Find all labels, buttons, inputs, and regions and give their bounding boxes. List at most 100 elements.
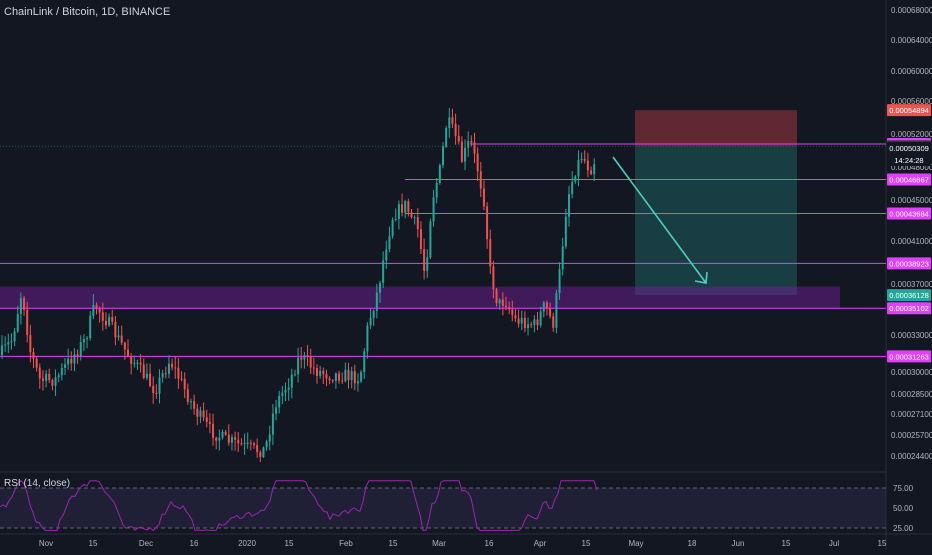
time-axis-tick: 15 xyxy=(782,539,791,548)
candle-body xyxy=(419,229,422,250)
forecast-arrowhead xyxy=(694,271,708,284)
time-axis-tick: Nov xyxy=(39,539,53,548)
candle-body xyxy=(464,147,467,162)
candle-body xyxy=(293,374,296,376)
candle-body xyxy=(482,188,485,207)
candle-body xyxy=(171,363,174,368)
candle-body xyxy=(41,378,44,381)
candle-body xyxy=(523,317,526,329)
candle-body xyxy=(438,165,441,184)
candle-body xyxy=(372,310,375,318)
candle-body xyxy=(530,324,533,326)
candle-body xyxy=(193,401,196,409)
candle-body xyxy=(10,341,13,343)
price-axis-tick: 0.00033000 xyxy=(891,331,932,340)
time-axis-tick: 15 xyxy=(878,539,887,548)
candle-body xyxy=(586,160,589,171)
candle-body xyxy=(306,355,309,358)
candle-body xyxy=(212,423,215,438)
candle-body xyxy=(268,434,271,442)
candle-body xyxy=(539,311,542,326)
price-label: 14:24:28 xyxy=(887,153,931,166)
stop-loss-zone xyxy=(635,110,797,147)
candle-body xyxy=(237,439,240,444)
candle-body xyxy=(397,204,400,219)
candle-body xyxy=(133,363,136,365)
candle-body xyxy=(375,292,378,311)
time-axis-tick: 15 xyxy=(389,539,398,548)
candle-body xyxy=(382,260,385,283)
candle-body xyxy=(574,176,577,182)
candle-body xyxy=(328,378,331,381)
candle-body xyxy=(571,181,574,195)
candle-body xyxy=(111,316,114,322)
time-axis-tick: 16 xyxy=(190,539,199,548)
price-label-bg xyxy=(887,173,931,186)
candle-body xyxy=(442,146,444,166)
candle-body xyxy=(356,381,359,384)
candle-body xyxy=(177,367,180,379)
support-zone-band xyxy=(0,286,840,309)
candle-body xyxy=(202,410,205,418)
candle-body xyxy=(227,434,230,443)
candle-body xyxy=(290,374,293,388)
candle-body xyxy=(542,302,545,312)
candle-body xyxy=(451,117,454,124)
price-axis-tick: 0.00028500 xyxy=(891,390,932,399)
candle-body xyxy=(4,344,7,346)
time-axis-tick: May xyxy=(628,539,643,548)
price-axis-tick: 0.00025700 xyxy=(891,431,932,440)
candle-body xyxy=(127,349,129,356)
candle-body xyxy=(341,380,344,382)
candle-body xyxy=(142,364,145,378)
candle-body xyxy=(590,170,593,175)
candle-body xyxy=(325,374,328,379)
candle-body xyxy=(479,171,482,189)
candle-body xyxy=(429,221,432,258)
candle-body xyxy=(275,407,278,414)
candle-body xyxy=(48,373,51,381)
price-label-text: 0.00054894 xyxy=(889,106,929,115)
candle-body xyxy=(64,364,66,368)
candle-body xyxy=(218,437,221,441)
candle-body xyxy=(76,354,79,357)
price-label-bg xyxy=(887,302,931,315)
candle-body xyxy=(1,345,3,355)
price-label: 0.00031263 xyxy=(887,350,931,363)
candle-body xyxy=(104,320,107,326)
candle-body xyxy=(454,123,457,136)
candle-body xyxy=(338,373,341,381)
candle-body xyxy=(353,371,356,384)
candle-body xyxy=(139,362,142,365)
candle-body xyxy=(347,369,350,381)
price-label: 0.00036128 xyxy=(887,289,931,302)
candle-body xyxy=(101,312,104,321)
candle-body xyxy=(379,282,381,293)
candle-body xyxy=(190,401,192,403)
candle-body xyxy=(404,201,407,213)
price-axis-tick: 0.00045000 xyxy=(891,196,932,205)
candle-body xyxy=(536,319,539,326)
candle-body xyxy=(549,308,552,317)
candle-body xyxy=(473,142,476,154)
price-label: 0.00054894 xyxy=(887,104,931,117)
candle-body xyxy=(445,128,448,147)
candle-body xyxy=(498,299,501,304)
candle-body xyxy=(394,218,397,220)
time-axis-tick: Mar xyxy=(432,539,446,548)
candle-body xyxy=(35,358,38,368)
candle-body xyxy=(246,442,249,444)
candle-body xyxy=(577,159,580,177)
price-label-bg xyxy=(887,350,931,363)
time-axis-tick: 16 xyxy=(485,539,494,548)
candle-body xyxy=(385,249,388,261)
price-axis-tick: 0.00052000 xyxy=(891,130,932,139)
candle-body xyxy=(407,201,410,213)
candle-body xyxy=(322,370,325,375)
price-label-text: 0.00036128 xyxy=(889,291,929,300)
candle-body xyxy=(38,367,41,379)
time-axis-tick: 15 xyxy=(582,539,591,548)
candle-body xyxy=(486,206,489,240)
